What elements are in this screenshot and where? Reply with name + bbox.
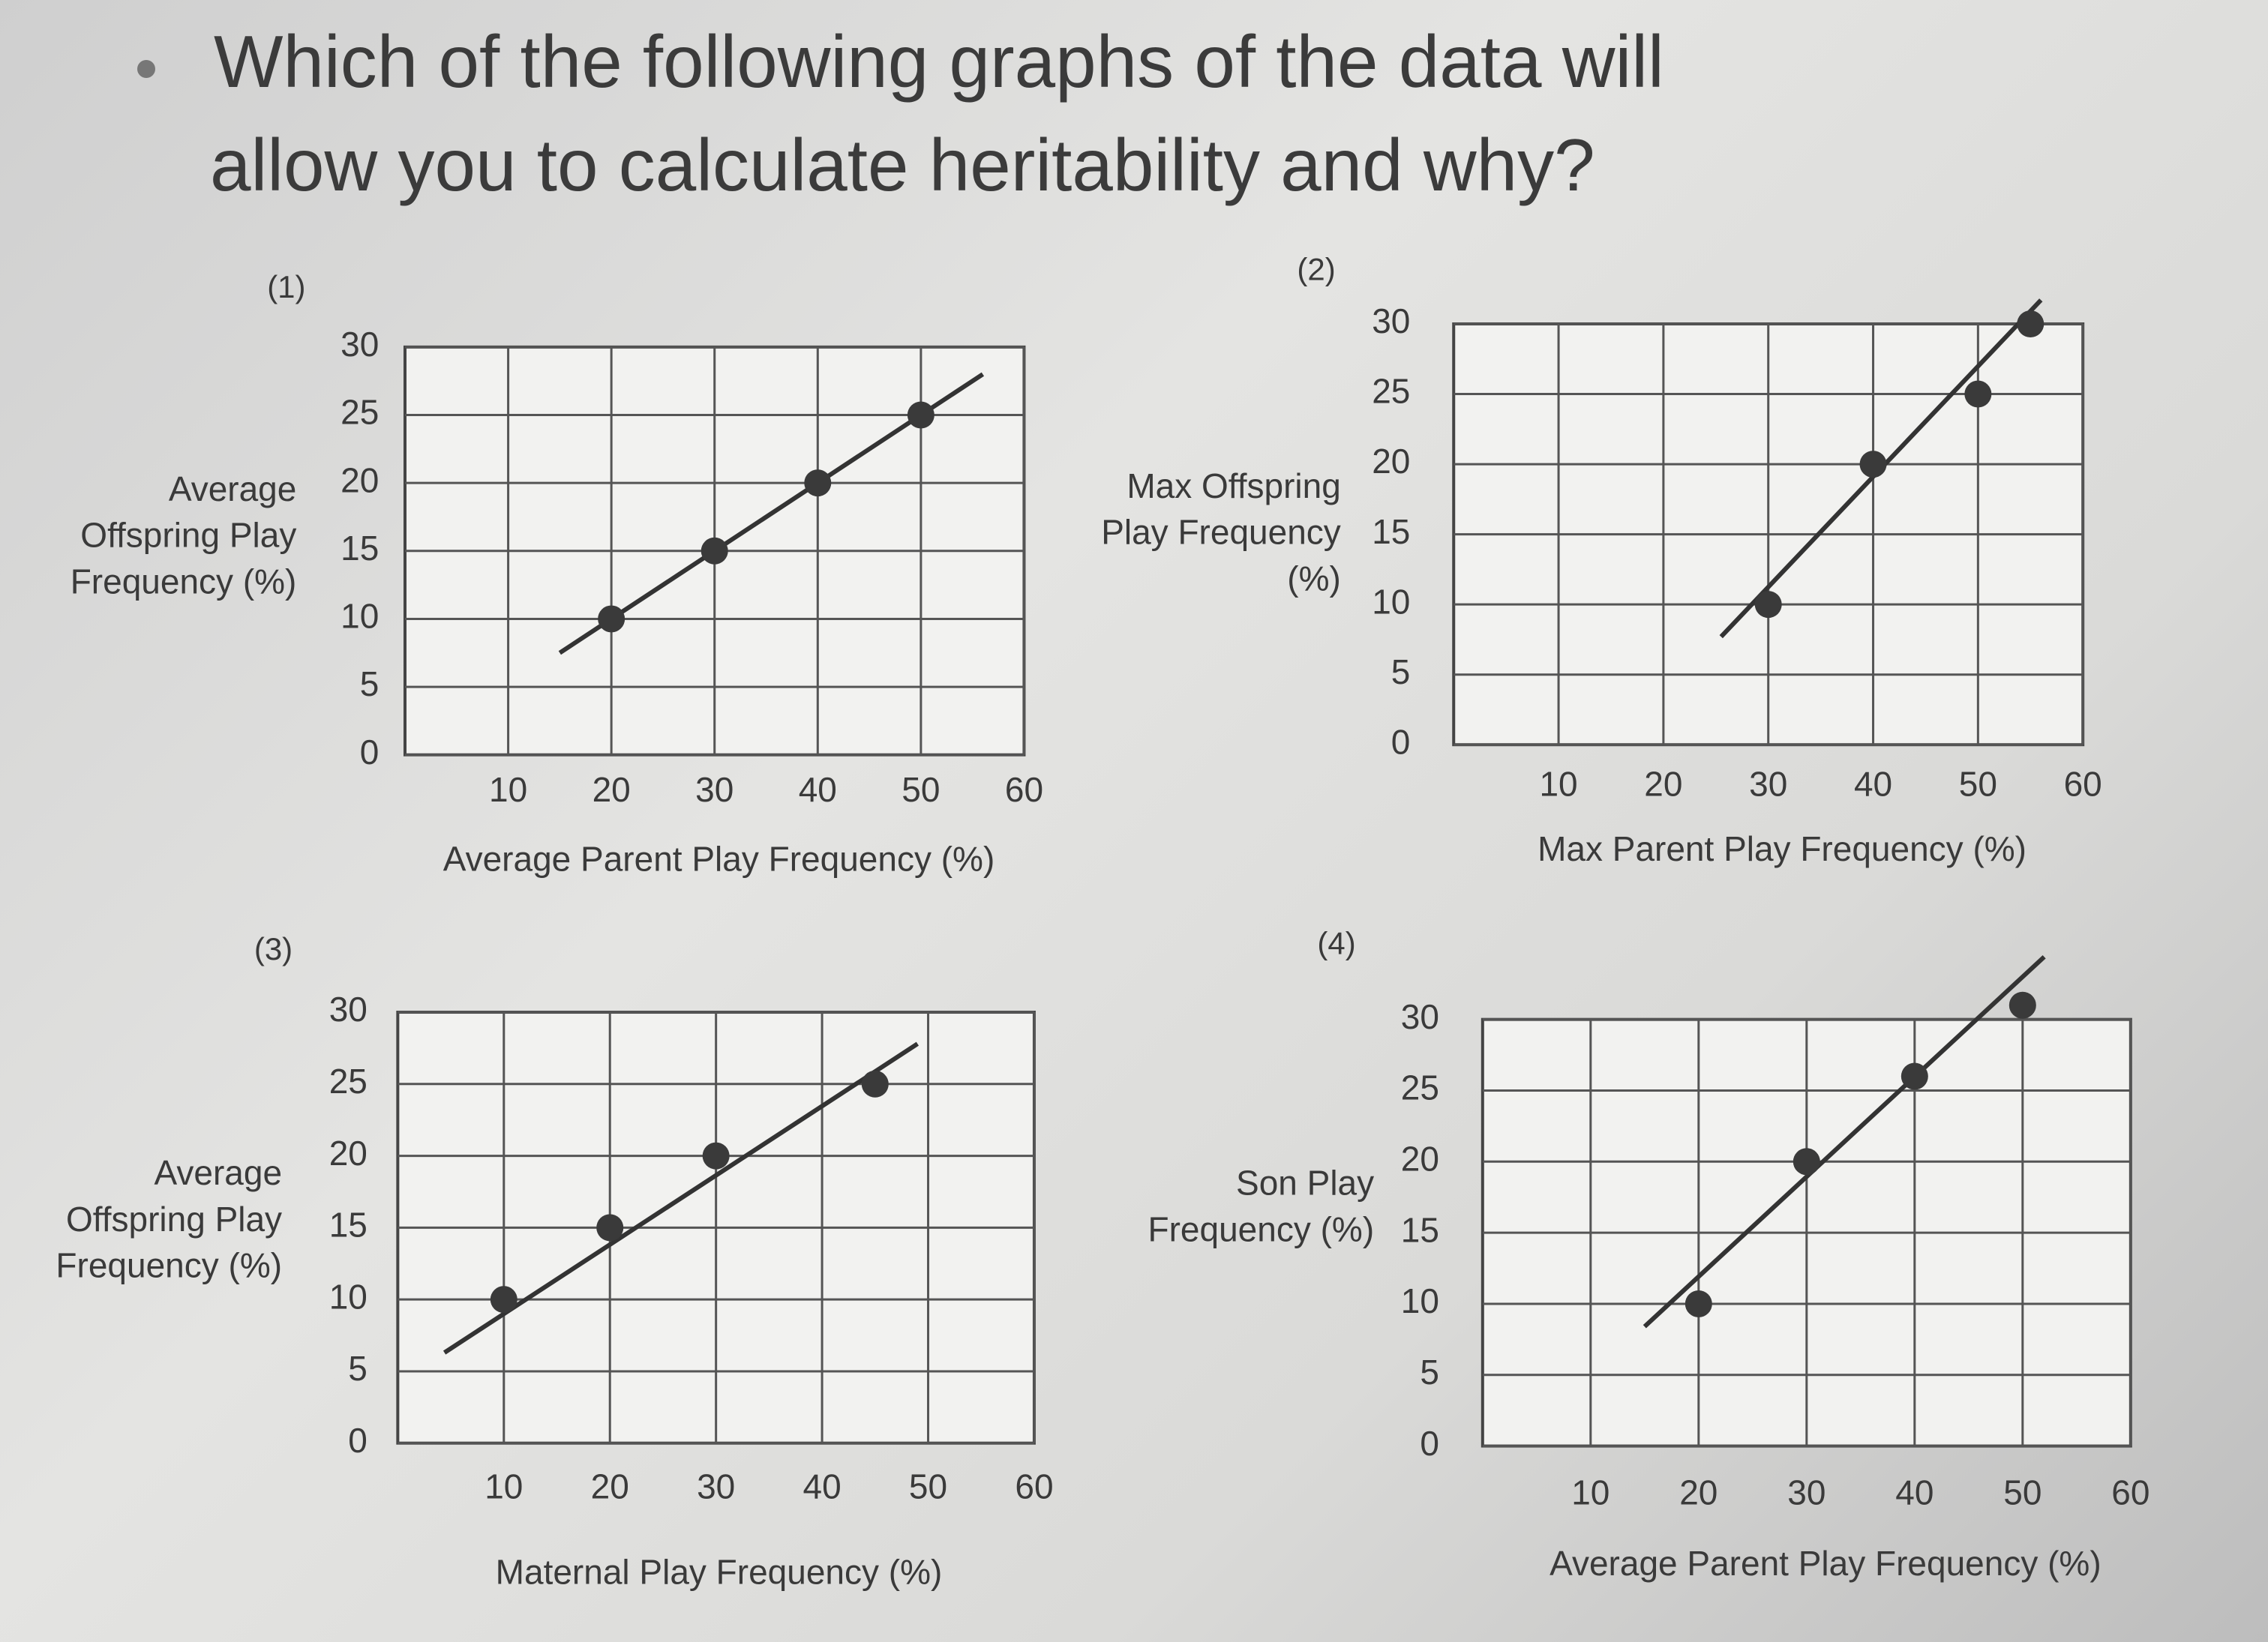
y-tick-label: 30 — [1401, 997, 1439, 1036]
x-tick-label: 50 — [1959, 764, 1997, 803]
x-tick-label: 40 — [1895, 1473, 1934, 1512]
y-axis-label: Average — [169, 469, 297, 508]
x-tick-label: 20 — [1679, 1473, 1718, 1512]
y-tick-label: 10 — [1401, 1281, 1439, 1320]
data-point — [1792, 1148, 1820, 1176]
y-tick-label: 20 — [1401, 1139, 1439, 1178]
x-tick-label: 60 — [1015, 1467, 1053, 1506]
y-axis-label: (%) — [1287, 559, 1341, 598]
y-tick-label: 5 — [348, 1349, 368, 1388]
y-tick-label: 30 — [340, 325, 379, 364]
y-axis-label: Play Frequency — [1101, 513, 1341, 552]
data-point — [490, 1286, 518, 1314]
y-tick-label: 15 — [1372, 512, 1410, 551]
x-tick-label: 60 — [1005, 770, 1043, 809]
panel-label: (1) — [267, 269, 305, 304]
data-point — [700, 537, 728, 565]
x-tick-label: 30 — [697, 1467, 735, 1506]
x-tick-label: 30 — [1749, 764, 1787, 803]
x-tick-label: 50 — [909, 1467, 947, 1506]
x-tick-label: 10 — [1539, 764, 1577, 803]
y-tick-label: 30 — [329, 990, 368, 1029]
x-tick-label: 40 — [1854, 764, 1892, 803]
y-axis-label: Frequency (%) — [70, 562, 297, 601]
x-tick-label: 60 — [2111, 1473, 2150, 1512]
y-tick-label: 10 — [1372, 582, 1410, 621]
x-tick-label: 10 — [1571, 1473, 1610, 1512]
x-tick-label: 20 — [592, 770, 631, 809]
x-axis-label: Average Parent Play Frequency (%) — [1550, 1544, 2102, 1583]
data-point — [1684, 1290, 1712, 1317]
x-tick-label: 60 — [2064, 764, 2102, 803]
data-point — [861, 1070, 889, 1098]
title-line: Which of the following graphs of the dat… — [214, 20, 1664, 103]
y-tick-label: 5 — [1391, 652, 1411, 691]
y-tick-label: 25 — [340, 393, 379, 432]
trend-line — [1642, 955, 2046, 1329]
y-tick-label: 10 — [340, 597, 379, 636]
y-tick-label: 15 — [1401, 1210, 1439, 1249]
x-axis-label: Maternal Play Frequency (%) — [496, 1552, 943, 1591]
x-tick-label: 10 — [489, 770, 527, 809]
y-tick-label: 25 — [329, 1062, 368, 1101]
y-axis-label: Frequency (%) — [56, 1246, 282, 1285]
x-tick-label: 10 — [484, 1467, 523, 1506]
x-tick-label: 40 — [803, 1467, 842, 1506]
data-point — [1754, 591, 1782, 619]
data-point — [1964, 380, 1992, 408]
y-tick-label: 5 — [1420, 1353, 1439, 1392]
bullet — [137, 60, 155, 78]
y-axis-label: Offspring Play — [66, 1200, 282, 1239]
y-axis-label: Max Offspring — [1126, 466, 1340, 505]
title-line: allow you to calculate heritability and … — [210, 124, 1595, 206]
data-point — [702, 1142, 730, 1170]
x-tick-label: 40 — [799, 770, 837, 809]
data-point — [1859, 451, 1887, 478]
y-tick-label: 15 — [329, 1206, 368, 1245]
x-tick-label: 50 — [902, 770, 940, 809]
x-tick-label: 30 — [695, 770, 734, 809]
y-tick-label: 0 — [1420, 1424, 1439, 1463]
y-axis-label: Average — [154, 1153, 283, 1192]
x-tick-label: 30 — [1787, 1473, 1826, 1512]
y-tick-label: 10 — [329, 1277, 368, 1316]
data-point — [1900, 1062, 1928, 1090]
y-tick-label: 20 — [1372, 442, 1410, 481]
data-point — [2008, 991, 2036, 1019]
data-point — [2017, 310, 2044, 338]
data-point — [804, 469, 832, 497]
y-tick-label: 0 — [348, 1421, 368, 1460]
x-tick-label: 50 — [2003, 1473, 2042, 1512]
y-axis-label: Frequency (%) — [1148, 1209, 1375, 1248]
panel-label: (4) — [1317, 925, 1355, 960]
data-point — [907, 401, 934, 429]
x-tick-label: 20 — [591, 1467, 629, 1506]
y-tick-label: 20 — [329, 1134, 368, 1173]
x-tick-label: 20 — [1644, 764, 1682, 803]
y-tick-label: 25 — [1372, 372, 1410, 411]
data-point — [596, 1214, 624, 1242]
panel-label: (3) — [254, 931, 292, 966]
data-point — [598, 605, 626, 633]
y-tick-label: 0 — [360, 733, 380, 772]
y-tick-label: 30 — [1372, 301, 1410, 340]
y-tick-label: 15 — [340, 529, 379, 568]
x-axis-label: Max Parent Play Frequency (%) — [1538, 829, 2026, 868]
y-tick-label: 25 — [1401, 1068, 1439, 1107]
trend-line — [442, 1041, 920, 1355]
y-axis-label: Son Play — [1236, 1164, 1374, 1203]
panel-label: (2) — [1297, 252, 1335, 287]
y-tick-label: 0 — [1391, 722, 1411, 761]
x-axis-label: Average Parent Play Frequency (%) — [443, 840, 995, 879]
y-tick-label: 20 — [340, 460, 379, 499]
y-axis-label: Offspring Play — [80, 516, 296, 555]
y-tick-label: 5 — [360, 664, 380, 703]
